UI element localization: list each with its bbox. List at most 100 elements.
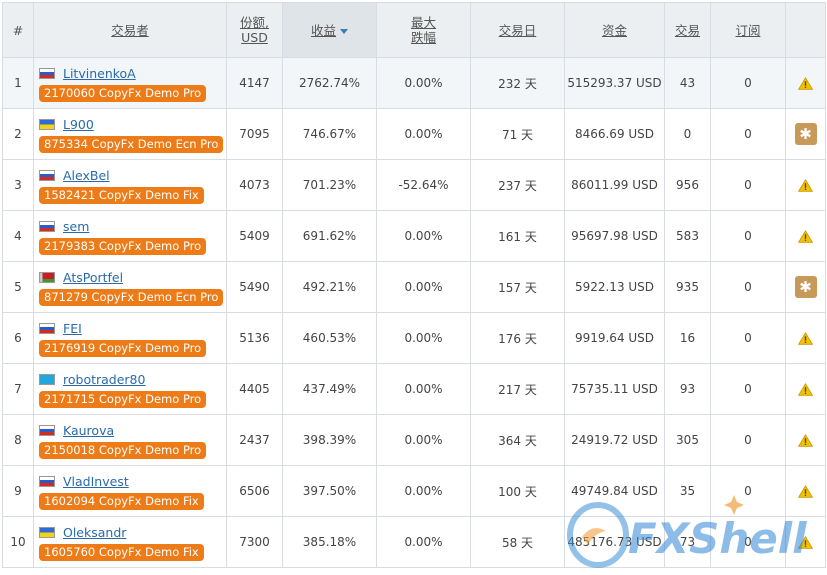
cell-drawdown: 0.00%	[376, 210, 471, 262]
cell-trader: Oleksandr 1605760 CopyFx Demo Fix	[33, 516, 227, 568]
cell-funds: 24919.72 USD	[564, 414, 665, 466]
cell-subs: 0	[710, 312, 786, 364]
col-days[interactable]: 交易日	[470, 2, 565, 58]
flag-icon	[39, 221, 55, 232]
cell-profit: 691.62%	[282, 210, 377, 262]
warning-icon	[798, 178, 813, 192]
account-badge[interactable]: 1605760 CopyFx Demo Fix	[39, 543, 204, 561]
col-trades[interactable]: 交易	[664, 2, 711, 58]
trader-link[interactable]: L900	[63, 117, 94, 132]
cell-trader: L900 875334 CopyFx Demo Ecn Pro	[33, 108, 227, 160]
cell-drawdown: 0.00%	[376, 312, 471, 364]
table-row[interactable]: 4 sem 2179383 CopyFx Demo Pro 5409 691.62% 0.…	[2, 210, 826, 262]
table-row[interactable]: 1 LitvinenkoA 2170060 CopyFx Demo Pro 4147 2…	[2, 57, 826, 109]
cell-subs: 0	[710, 261, 786, 313]
cell-num: 2	[2, 108, 34, 160]
account-badge[interactable]: 2171715 CopyFx Demo Pro	[39, 390, 207, 408]
table-row[interactable]: 9 VladInvest 1602094 CopyFx Demo Fix 6506 39…	[2, 465, 826, 517]
cell-drawdown: 0.00%	[376, 465, 471, 517]
trader-link[interactable]: AlexBel	[63, 168, 110, 183]
cell-funds: 8466.69 USD	[564, 108, 665, 160]
star-icon[interactable]: ✱	[794, 123, 817, 145]
col-num: #	[2, 2, 34, 58]
cell-trader: robotrader80 2171715 CopyFx Demo Pro	[33, 363, 227, 415]
header-row: # 交易者 份额, USD 收益 最大 跌幅 交易日 资金 交易 订阅	[2, 2, 826, 58]
trader-link[interactable]: AtsPortfel	[63, 270, 124, 285]
table-row[interactable]: 6 FEI 2176919 CopyFx Demo Pro 5136 460.53% 0.…	[2, 312, 826, 364]
cell-trader: LitvinenkoA 2170060 CopyFx Demo Pro	[33, 57, 227, 109]
table-row[interactable]: 3 AlexBel 1582421 CopyFx Demo Fix 4073 701.2…	[2, 159, 826, 211]
trader-link[interactable]: robotrader80	[63, 372, 146, 387]
cell-days: 100 天	[470, 465, 565, 517]
cell-profit: 492.21%	[282, 261, 377, 313]
account-badge[interactable]: 871279 CopyFx Demo Ecn Pro	[39, 288, 224, 306]
cell-num: 4	[2, 210, 34, 262]
account-badge[interactable]: 2176919 CopyFx Demo Pro	[39, 339, 207, 357]
cell-funds: 95697.98 USD	[564, 210, 665, 262]
cell-trades: 935	[664, 261, 711, 313]
cell-funds: 515293.37 USD	[564, 57, 665, 109]
col-profit[interactable]: 收益	[282, 2, 377, 58]
cell-status	[785, 516, 826, 568]
account-badge[interactable]: 1602094 CopyFx Demo Fix	[39, 492, 204, 510]
cell-trader: FEI 2176919 CopyFx Demo Pro	[33, 312, 227, 364]
account-badge[interactable]: 1582421 CopyFx Demo Fix	[39, 186, 204, 204]
col-share[interactable]: 份额, USD	[226, 2, 283, 58]
cell-status	[785, 159, 826, 211]
trader-link[interactable]: sem	[63, 219, 90, 234]
cell-trader: AtsPortfel 871279 CopyFx Demo Ecn Pro	[33, 261, 227, 313]
trader-link[interactable]: Kaurova	[63, 423, 115, 438]
flag-icon	[39, 476, 55, 487]
cell-profit: 460.53%	[282, 312, 377, 364]
flag-icon	[39, 68, 55, 79]
cell-profit: 746.67%	[282, 108, 377, 160]
cell-trader: VladInvest 1602094 CopyFx Demo Fix	[33, 465, 227, 517]
cell-status	[785, 312, 826, 364]
account-badge[interactable]: 2150018 CopyFx Demo Pro	[39, 441, 207, 459]
star-icon[interactable]: ✱	[794, 276, 817, 298]
col-drawdown[interactable]: 最大 跌幅	[376, 2, 471, 58]
account-badge[interactable]: 875334 CopyFx Demo Ecn Pro	[39, 135, 224, 153]
cell-subs: 0	[710, 465, 786, 517]
warning-icon	[798, 76, 813, 90]
table-row[interactable]: 10 Oleksandr 1605760 CopyFx Demo Fix 7300 38…	[2, 516, 826, 568]
cell-trader: Kaurova 2150018 CopyFx Demo Pro	[33, 414, 227, 466]
cell-num: 1	[2, 57, 34, 109]
trader-link[interactable]: Oleksandr	[63, 525, 127, 540]
cell-trades: 305	[664, 414, 711, 466]
cell-trades: 43	[664, 57, 711, 109]
flag-icon	[39, 170, 55, 181]
cell-num: 7	[2, 363, 34, 415]
cell-trades: 73	[664, 516, 711, 568]
cell-status	[785, 57, 826, 109]
cell-profit: 437.49%	[282, 363, 377, 415]
trader-link[interactable]: FEI	[63, 321, 82, 336]
warning-icon	[798, 535, 813, 549]
cell-drawdown: 0.00%	[376, 516, 471, 568]
cell-num: 6	[2, 312, 34, 364]
warning-icon	[798, 331, 813, 345]
cell-funds: 9919.64 USD	[564, 312, 665, 364]
trader-link[interactable]: LitvinenkoA	[63, 66, 136, 81]
trader-link[interactable]: VladInvest	[63, 474, 129, 489]
table-row[interactable]: 5 AtsPortfel 871279 CopyFx Demo Ecn Pro 549…	[2, 261, 826, 313]
flag-icon	[39, 119, 55, 130]
col-trader[interactable]: 交易者	[33, 2, 227, 58]
cell-days: 157 天	[470, 261, 565, 313]
account-badge[interactable]: 2170060 CopyFx Demo Pro	[39, 84, 207, 102]
table-row[interactable]: 8 Kaurova 2150018 CopyFx Demo Pro 2437 398.3…	[2, 414, 826, 466]
cell-status	[785, 210, 826, 262]
cell-num: 8	[2, 414, 34, 466]
account-badge[interactable]: 2179383 CopyFx Demo Pro	[39, 237, 207, 255]
cell-status: ✱	[785, 108, 826, 160]
cell-funds: 5922.13 USD	[564, 261, 665, 313]
cell-share: 6506	[226, 465, 283, 517]
col-funds[interactable]: 资金	[564, 2, 665, 58]
cell-profit: 2762.74%	[282, 57, 377, 109]
cell-drawdown: 0.00%	[376, 414, 471, 466]
table-row[interactable]: 2 L900 875334 CopyFx Demo Ecn Pro 7095 746.6…	[2, 108, 826, 160]
table-row[interactable]: 7 robotrader80 2171715 CopyFx Demo Pro 4405…	[2, 363, 826, 415]
cell-subs: 0	[710, 516, 786, 568]
col-subs[interactable]: 订阅	[710, 2, 786, 58]
